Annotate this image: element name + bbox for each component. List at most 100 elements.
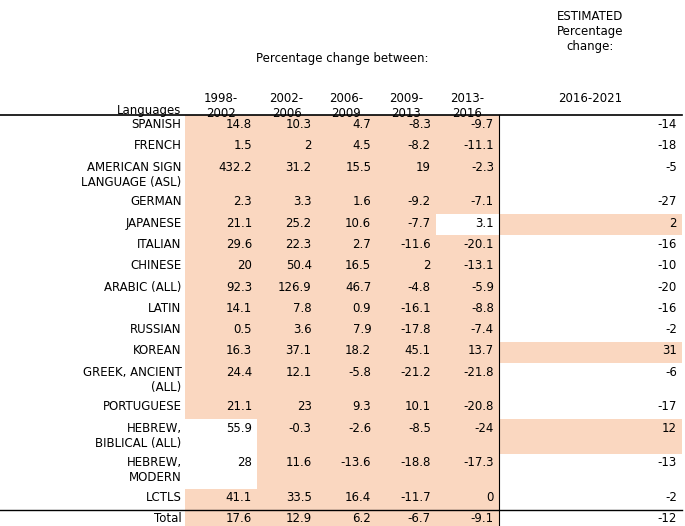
Bar [257, 363, 316, 398]
Text: 4.5: 4.5 [353, 139, 371, 152]
Text: -27: -27 [658, 195, 677, 208]
Bar [499, 342, 682, 363]
Text: 432.2: 432.2 [219, 160, 252, 174]
Text: LATIN: LATIN [148, 302, 182, 315]
Bar [376, 299, 436, 321]
Bar [436, 193, 499, 214]
Text: -17.8: -17.8 [400, 323, 431, 336]
Bar [376, 489, 436, 510]
Text: 7.8: 7.8 [293, 302, 312, 315]
Bar [185, 257, 257, 278]
Text: 17.6: 17.6 [226, 512, 252, 525]
Text: 23: 23 [297, 400, 312, 413]
Text: FRENCH: FRENCH [134, 139, 182, 152]
Text: 50.4: 50.4 [286, 259, 312, 272]
Bar [257, 116, 316, 137]
Text: 2.3: 2.3 [234, 195, 252, 208]
Text: 0.5: 0.5 [234, 323, 252, 336]
Text: 16.3: 16.3 [226, 345, 252, 358]
Bar [376, 454, 436, 489]
Bar [436, 137, 499, 158]
Text: 1.6: 1.6 [353, 195, 371, 208]
Text: 6.2: 6.2 [353, 512, 371, 525]
Bar [376, 193, 436, 214]
Bar [185, 236, 257, 257]
Text: ARABIC (ALL): ARABIC (ALL) [104, 280, 182, 294]
Text: -2.3: -2.3 [471, 160, 494, 174]
Text: 9.3: 9.3 [353, 400, 371, 413]
Text: -2: -2 [665, 323, 677, 336]
Bar [316, 257, 376, 278]
Bar [316, 214, 376, 236]
Text: 0.9: 0.9 [353, 302, 371, 315]
Text: 25.2: 25.2 [286, 217, 312, 229]
Text: AMERICAN SIGN
LANGUAGE (ASL): AMERICAN SIGN LANGUAGE (ASL) [82, 160, 182, 189]
Text: -9.2: -9.2 [408, 195, 431, 208]
Text: 21.1: 21.1 [226, 217, 252, 229]
Text: 31.2: 31.2 [286, 160, 312, 174]
Text: -8.2: -8.2 [408, 139, 431, 152]
Text: -24: -24 [475, 422, 494, 435]
Text: -13.1: -13.1 [463, 259, 494, 272]
Bar [499, 214, 682, 236]
Text: Percentage change between:: Percentage change between: [256, 52, 428, 65]
Text: -2: -2 [665, 491, 677, 504]
Text: -11.6: -11.6 [400, 238, 431, 251]
Bar [316, 489, 376, 510]
Text: JAPANESE: JAPANESE [125, 217, 182, 229]
Text: -18: -18 [658, 139, 677, 152]
Text: 37.1: 37.1 [286, 345, 312, 358]
Bar [376, 236, 436, 257]
Text: 31: 31 [662, 345, 677, 358]
Bar [257, 398, 316, 419]
Bar [376, 342, 436, 363]
Text: KOREAN: KOREAN [133, 345, 182, 358]
Text: 2013-
2016: 2013- 2016 [450, 92, 484, 120]
Text: -4.8: -4.8 [408, 280, 431, 294]
Bar [185, 299, 257, 321]
Bar [376, 278, 436, 299]
Text: -20.1: -20.1 [463, 238, 494, 251]
Text: 2002-
2006: 2002- 2006 [270, 92, 303, 120]
Text: -21.2: -21.2 [400, 366, 431, 379]
Bar [376, 214, 436, 236]
Text: Languages: Languages [117, 104, 182, 117]
Text: 41.1: 41.1 [226, 491, 252, 504]
Text: -8.3: -8.3 [408, 118, 431, 131]
Bar [436, 419, 499, 454]
Bar [316, 510, 376, 526]
Text: -20.8: -20.8 [464, 400, 494, 413]
Text: 4.7: 4.7 [353, 118, 371, 131]
Text: -0.3: -0.3 [289, 422, 312, 435]
Bar [436, 299, 499, 321]
Bar [376, 321, 436, 342]
Text: 33.5: 33.5 [286, 491, 312, 504]
Bar [436, 454, 499, 489]
Text: -16: -16 [658, 302, 677, 315]
Bar [257, 158, 316, 193]
Text: -21.8: -21.8 [463, 366, 494, 379]
Bar [257, 236, 316, 257]
Text: -2.6: -2.6 [348, 422, 371, 435]
Text: 45.1: 45.1 [405, 345, 431, 358]
Text: 20: 20 [237, 259, 252, 272]
Bar [436, 342, 499, 363]
Bar [257, 193, 316, 214]
Text: 2016-2021: 2016-2021 [558, 92, 622, 105]
Bar [436, 489, 499, 510]
Text: 126.9: 126.9 [278, 280, 312, 294]
Bar [185, 489, 257, 510]
Bar [185, 363, 257, 398]
Bar [316, 137, 376, 158]
Bar [376, 158, 436, 193]
Bar [376, 419, 436, 454]
Bar [436, 257, 499, 278]
Bar [316, 299, 376, 321]
Text: -9.1: -9.1 [471, 512, 494, 525]
Text: 92.3: 92.3 [226, 280, 252, 294]
Text: GERMAN: GERMAN [130, 195, 182, 208]
Text: HEBREW,
MODERN: HEBREW, MODERN [127, 457, 182, 484]
Bar [257, 214, 316, 236]
Bar [257, 489, 316, 510]
Bar [257, 257, 316, 278]
